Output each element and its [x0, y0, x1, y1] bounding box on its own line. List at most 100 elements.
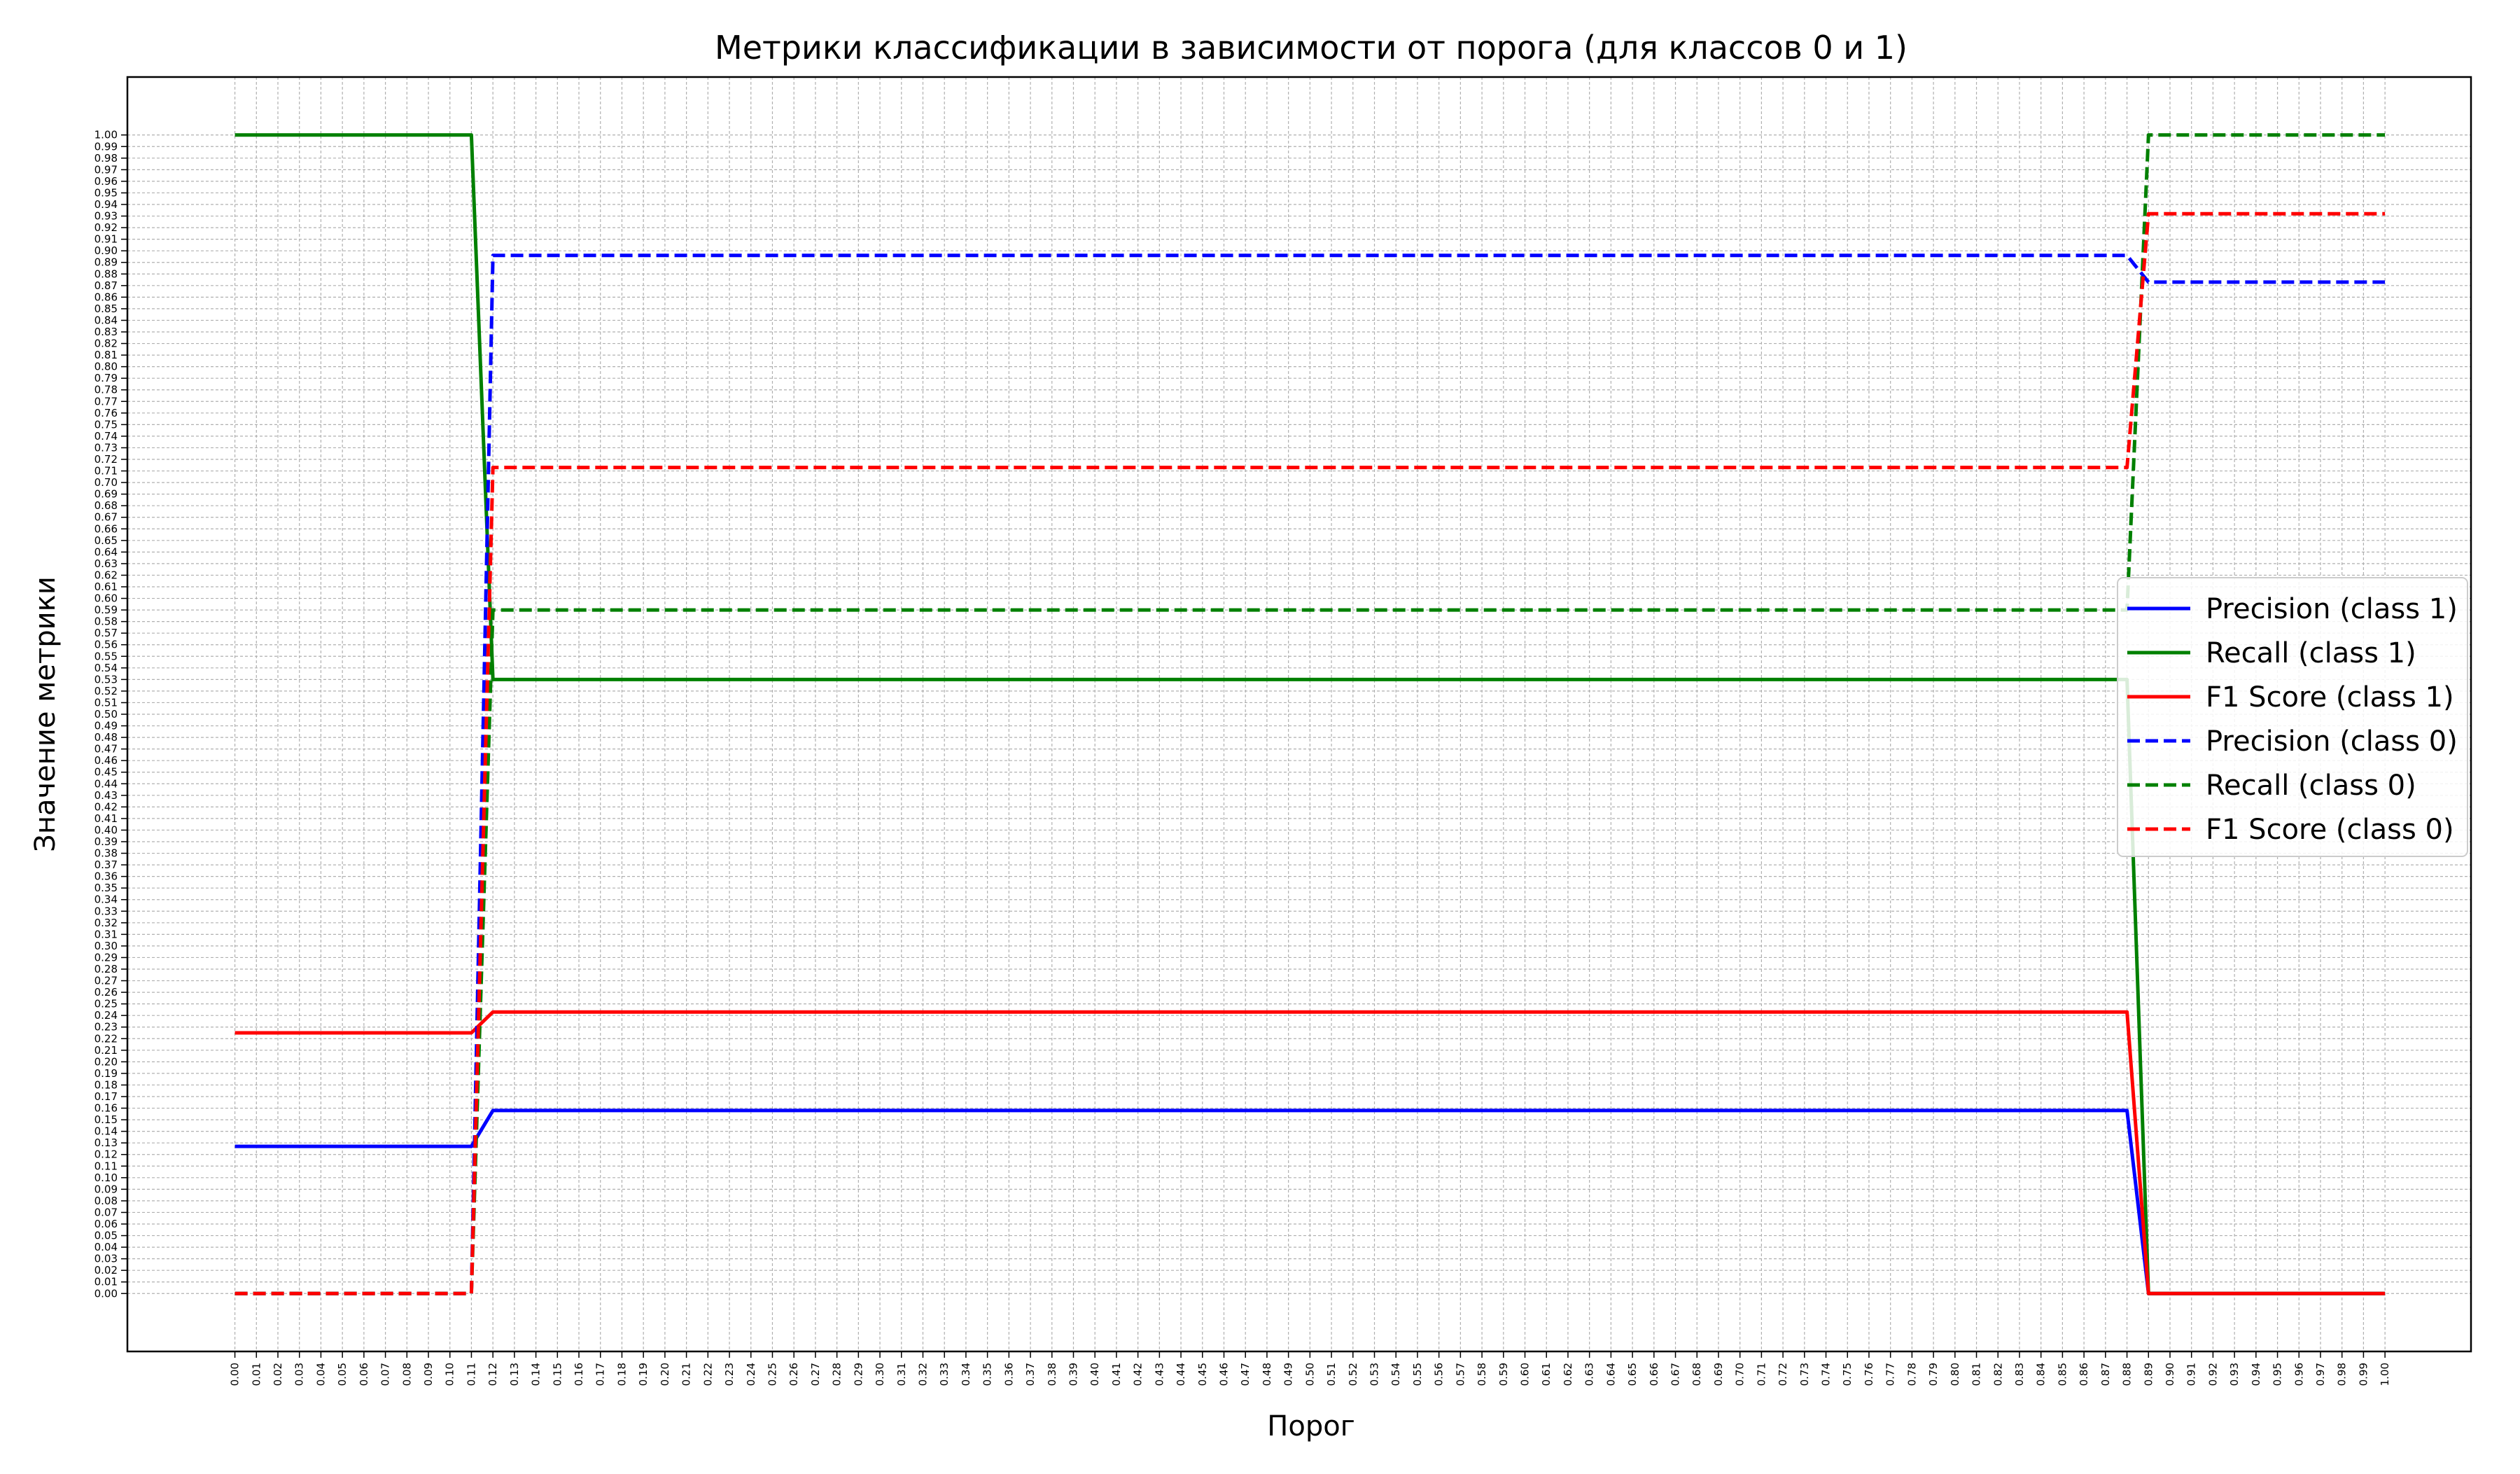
x-tick-label: 0.08 — [400, 1363, 413, 1386]
y-tick-label: 0.10 — [94, 1171, 118, 1184]
y-tick-label: 0.29 — [94, 951, 118, 964]
y-tick-label: 0.23 — [94, 1021, 118, 1034]
x-tick-label: 0.07 — [379, 1363, 392, 1386]
x-tick-label: 0.33 — [938, 1363, 951, 1386]
y-tick-label: 0.92 — [94, 221, 118, 234]
y-tick-label: 0.12 — [94, 1148, 118, 1161]
x-tick-label: 0.52 — [1347, 1363, 1359, 1386]
y-tick-label: 0.47 — [94, 743, 118, 756]
x-tick-label: 0.05 — [336, 1363, 349, 1386]
y-tick-label: 0.51 — [94, 696, 118, 709]
x-tick-label: 0.75 — [1841, 1363, 1854, 1386]
x-tick-label: 0.15 — [551, 1363, 564, 1386]
y-tick-label: 0.27 — [94, 975, 118, 987]
x-tick-label: 0.02 — [272, 1363, 284, 1386]
y-tick-label: 0.16 — [94, 1102, 118, 1115]
y-tick-label: 0.89 — [94, 256, 118, 269]
x-tick-label: 0.96 — [2292, 1363, 2305, 1386]
x-tick-label: 0.10 — [444, 1363, 456, 1386]
y-tick-label: 0.37 — [94, 858, 118, 871]
y-tick-label: 0.39 — [94, 835, 118, 848]
legend-label: Precision (class 1) — [2206, 593, 2458, 625]
y-tick-label: 0.41 — [94, 812, 118, 825]
y-tick-label: 0.43 — [94, 789, 118, 802]
x-tick-label: 0.47 — [1239, 1363, 1252, 1386]
x-tick-label: 0.14 — [530, 1363, 542, 1386]
x-tick-label: 0.09 — [422, 1363, 435, 1386]
x-tick-label: 0.31 — [895, 1363, 908, 1386]
x-tick-label: 0.03 — [293, 1363, 306, 1386]
x-ticks: 0.00 0.01 0.02 0.03 0.04 0.05 0.06 0.07 0.08 0.09… — [229, 1351, 2391, 1386]
series-line-3 — [234, 1010, 2386, 1295]
x-tick-label: 0.50 — [1303, 1363, 1316, 1386]
x-tick-label: 0.19 — [637, 1363, 650, 1386]
y-tick-label: 0.87 — [94, 279, 118, 292]
y-tick-label: 0.25 — [94, 998, 118, 1010]
y-tick-label: 0.17 — [94, 1090, 118, 1103]
x-tick-label: 0.11 — [465, 1363, 477, 1386]
x-tick-label: 0.70 — [1734, 1363, 1746, 1386]
x-tick-label: 0.97 — [2314, 1363, 2327, 1386]
y-tick-label: 0.02 — [94, 1264, 118, 1277]
y-tick-label: 0.53 — [94, 673, 118, 686]
x-tick-label: 0.56 — [1433, 1363, 1446, 1386]
y-tick-label: 0.55 — [94, 650, 118, 662]
x-tick-label: 0.87 — [2099, 1363, 2112, 1386]
y-tick-label: 0.64 — [94, 545, 118, 558]
x-tick-label: 0.27 — [809, 1363, 822, 1386]
y-tick-label: 0.78 — [94, 384, 118, 396]
x-tick-label: 0.29 — [852, 1363, 864, 1386]
x-tick-label: 0.26 — [788, 1363, 800, 1386]
y-tick-label: 0.79 — [94, 372, 118, 384]
x-tick-label: 0.78 — [1905, 1363, 1918, 1386]
y-tick-label: 0.08 — [94, 1195, 118, 1207]
y-tick-label: 0.71 — [94, 465, 118, 478]
y-tick-label: 0.30 — [94, 940, 118, 952]
x-tick-label: 0.35 — [981, 1363, 994, 1386]
y-tick-label: 0.46 — [94, 754, 118, 767]
x-tick-label: 0.28 — [831, 1363, 844, 1386]
y-tick-label: 0.88 — [94, 267, 118, 280]
y-tick-label: 0.90 — [94, 244, 118, 257]
y-tick-label: 0.22 — [94, 1032, 118, 1045]
y-tick-label: 0.20 — [94, 1055, 118, 1068]
y-tick-label: 0.73 — [94, 441, 118, 454]
y-tick-label: 0.83 — [94, 326, 118, 338]
x-tick-label: 0.74 — [1820, 1363, 1833, 1386]
series-line-6 — [234, 211, 2386, 1295]
y-tick-label: 0.50 — [94, 708, 118, 721]
y-ticks: 0.000.010.020.030.040.050.060.070.080.09… — [94, 129, 127, 1300]
y-tick-label: 0.58 — [94, 616, 118, 628]
chart-title: Метрики классификации в зависимости от п… — [715, 29, 1907, 67]
y-tick-label: 0.28 — [94, 963, 118, 975]
x-tick-label: 0.36 — [1002, 1363, 1015, 1386]
y-tick-label: 0.38 — [94, 847, 118, 860]
x-tick-label: 0.24 — [745, 1363, 757, 1386]
y-tick-label: 0.09 — [94, 1183, 118, 1195]
y-tick-label: 0.97 — [94, 163, 118, 176]
y-tick-label: 0.32 — [94, 917, 118, 929]
x-tick-label: 0.37 — [1024, 1363, 1037, 1386]
x-tick-label: 0.22 — [701, 1363, 714, 1386]
x-tick-label: 0.45 — [1196, 1363, 1209, 1386]
legend-label: F1 Score (class 1) — [2206, 681, 2454, 714]
y-tick-label: 0.70 — [94, 476, 118, 489]
y-tick-label: 0.54 — [94, 662, 118, 674]
x-tick-label: 0.90 — [2164, 1363, 2176, 1386]
y-tick-label: 0.76 — [94, 407, 118, 419]
x-tick-label: 0.46 — [1217, 1363, 1230, 1386]
x-tick-label: 0.82 — [1991, 1363, 2004, 1386]
x-tick-label: 0.62 — [1562, 1363, 1574, 1386]
x-tick-label: 0.84 — [2035, 1363, 2047, 1386]
y-tick-label: 0.52 — [94, 685, 118, 697]
x-tick-label: 0.25 — [766, 1363, 778, 1386]
y-tick-label: 0.68 — [94, 499, 118, 512]
x-tick-label: 0.95 — [2272, 1363, 2284, 1386]
x-tick-label: 0.94 — [2250, 1363, 2262, 1386]
x-tick-label: 0.86 — [2078, 1363, 2090, 1386]
y-tick-label: 0.94 — [94, 198, 118, 211]
x-tick-label: 0.91 — [2185, 1363, 2198, 1386]
